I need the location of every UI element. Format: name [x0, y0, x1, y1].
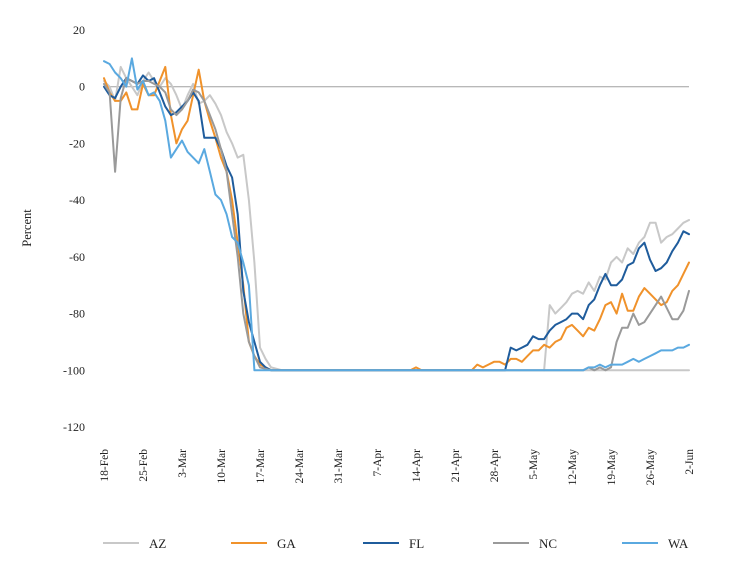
- legend-label-ga: GA: [277, 536, 296, 551]
- y-tick-label: 0: [79, 80, 85, 94]
- x-tick-label: 28-Apr: [489, 449, 501, 482]
- x-tick-label: 7-Apr: [372, 449, 384, 477]
- x-tick-label: 14-Apr: [411, 449, 423, 482]
- x-tick-label: 12-May: [567, 449, 579, 486]
- y-tick-label: -120: [63, 420, 85, 434]
- x-axis-ticks: 18-Feb 25-Feb 3-Mar 10-Mar 17-Mar 24-Mar 31-Ma…: [99, 449, 696, 486]
- y-tick-label: -60: [69, 250, 85, 264]
- series-line-ga: [103, 65, 690, 372]
- y-axis-label: Percent: [20, 209, 34, 247]
- series-line-az: [103, 65, 690, 372]
- x-tick-label: 19-May: [606, 449, 618, 486]
- legend-label-wa: WA: [668, 536, 689, 551]
- series-layer: [103, 57, 690, 372]
- x-tick-label: 18-Feb: [99, 449, 111, 482]
- legend-label-nc: NC: [539, 536, 557, 551]
- legend-label-az: AZ: [149, 536, 166, 551]
- x-tick-label: 21-Apr: [450, 449, 462, 482]
- x-tick-label: 2-Jun: [684, 449, 696, 475]
- y-tick-label: -100: [63, 363, 85, 377]
- y-tick-label: -40: [69, 193, 85, 207]
- legend: AZ GA FL NC WA: [103, 536, 689, 551]
- y-tick-label: -80: [69, 307, 85, 321]
- x-tick-label: 24-Mar: [294, 449, 306, 484]
- y-axis-ticks: -120 -100 -80 -60 -40 -20 0 20: [63, 23, 85, 434]
- series-line-az-recovery: [543, 219, 690, 372]
- series-line-fl: [103, 74, 690, 372]
- x-tick-label: 25-Feb: [138, 449, 150, 482]
- y-tick-label: -20: [69, 136, 85, 150]
- legend-label-fl: FL: [409, 536, 424, 551]
- x-tick-label: 26-May: [645, 449, 657, 486]
- x-tick-label: 5-May: [528, 449, 540, 480]
- x-tick-label: 31-Mar: [333, 449, 345, 484]
- series-line-nc: [103, 77, 690, 372]
- series-line-wa: [103, 57, 690, 372]
- x-tick-label: 17-Mar: [255, 449, 267, 484]
- y-tick-label: 20: [73, 23, 85, 37]
- x-tick-label: 3-Mar: [177, 449, 189, 478]
- x-tick-label: 10-Mar: [216, 449, 228, 484]
